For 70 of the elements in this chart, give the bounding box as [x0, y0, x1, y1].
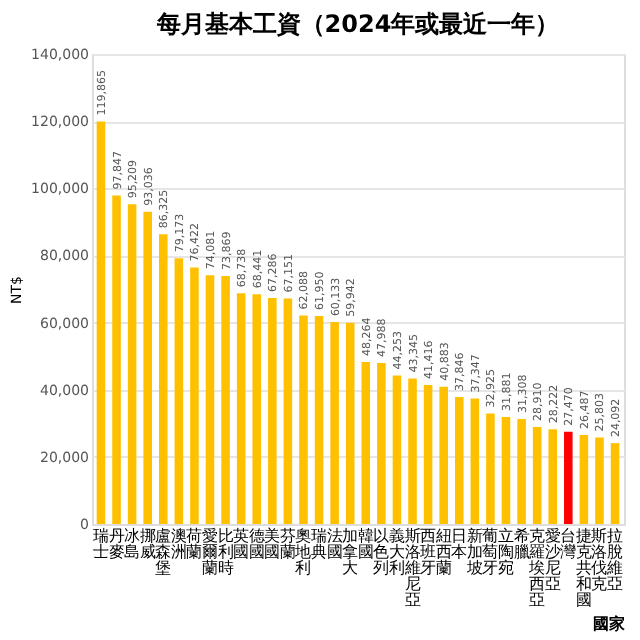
x-tick-label: 澳洲 [170, 527, 187, 561]
x-tick-label: 丹麥 [108, 527, 125, 561]
x-tick-label: 日本 [451, 527, 468, 561]
x-tick-label: 葡萄牙 [482, 527, 499, 577]
x-tick-label: 荷蘭 [186, 527, 203, 561]
x-tick-label: 德國 [248, 527, 265, 561]
bar [564, 431, 573, 524]
bar [127, 204, 137, 524]
x-tick-label: 希臘 [513, 527, 530, 561]
bar [610, 443, 620, 524]
bar [205, 275, 215, 524]
x-tick-label: 法國 [326, 527, 343, 561]
x-tick-label: 瑞士 [92, 527, 109, 561]
x-tick-label: 英國 [233, 527, 250, 561]
x-tick-label: 芬蘭 [279, 527, 296, 561]
bar [268, 298, 277, 524]
x-tick-label: 西班牙 [420, 527, 437, 577]
x-tick-label: 美國 [264, 527, 281, 561]
bar [112, 195, 121, 524]
x-axis-title: 國家 [593, 613, 625, 633]
bar [532, 426, 542, 524]
bar [190, 267, 199, 524]
x-tick-label: 冰島 [124, 527, 141, 561]
bar [579, 435, 589, 524]
x-tick-label: 拉脫維亞 [605, 527, 624, 593]
x-tick-label: 愛沙尼亞 [544, 527, 561, 593]
x-tick-label: 台灣 [560, 527, 577, 561]
bar [423, 384, 433, 524]
x-tick-label: 新加坡 [464, 527, 483, 577]
bar [377, 362, 386, 524]
bar [252, 294, 262, 524]
bar [221, 276, 230, 524]
bar [595, 437, 604, 524]
bar [454, 396, 464, 524]
x-tick-label: 奧地利 [293, 527, 312, 577]
bar [501, 416, 511, 524]
x-tick-label: 挪威 [139, 527, 156, 561]
bar [392, 375, 402, 524]
x-tick-label: 斯洛伐克 [591, 527, 608, 593]
bar [314, 316, 324, 524]
bar [283, 298, 293, 524]
bar [236, 293, 246, 524]
x-tick-label: 加拿大 [342, 527, 359, 577]
x-tick-label: 以色列 [373, 527, 390, 577]
bar [548, 429, 558, 524]
x-tick-label: 捷克共和國 [575, 527, 592, 609]
bar [96, 121, 106, 524]
x-tick-label: 立陶宛 [497, 527, 514, 577]
x-tick-label: 愛爾蘭 [202, 527, 219, 577]
bar [439, 386, 448, 524]
bar [470, 398, 480, 524]
bar [408, 378, 417, 524]
x-tick-label: 義大利 [388, 527, 405, 577]
bar [361, 361, 371, 524]
bar [486, 413, 495, 524]
bar [517, 418, 526, 524]
bar [345, 322, 355, 524]
x-tick-label: 紐西蘭 [433, 527, 452, 577]
x-tick-label: 盧森堡 [155, 527, 172, 577]
bar [158, 234, 168, 524]
x-tick-label: 韓國 [357, 527, 374, 561]
x-tick-label: 克羅埃西亞 [527, 527, 546, 609]
chart-title: 每月基本工資（2024年或最近一年） [154, 10, 560, 38]
bar [143, 211, 152, 524]
x-tick-label: 斯洛維尼亞 [402, 527, 421, 609]
bar [174, 258, 184, 524]
x-tick-label: 瑞典 [311, 527, 328, 561]
x-tick-label: 比利時 [217, 527, 234, 577]
bar [299, 315, 308, 524]
bar [330, 322, 339, 524]
